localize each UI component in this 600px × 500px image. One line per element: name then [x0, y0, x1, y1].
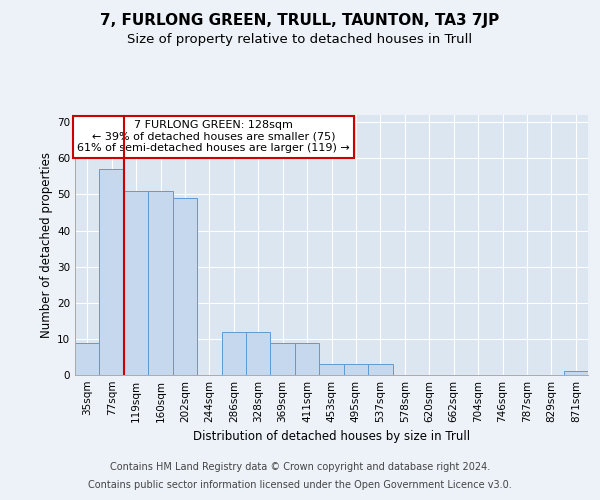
Bar [221, 332, 246, 375]
Text: 7, FURLONG GREEN, TRULL, TAUNTON, TA3 7JP: 7, FURLONG GREEN, TRULL, TAUNTON, TA3 7J… [100, 12, 500, 28]
Y-axis label: Number of detached properties: Number of detached properties [40, 152, 53, 338]
Bar [563, 372, 588, 375]
Text: Contains HM Land Registry data © Crown copyright and database right 2024.: Contains HM Land Registry data © Crown c… [110, 462, 490, 472]
Bar [344, 364, 368, 375]
Bar [75, 342, 100, 375]
Bar [124, 191, 148, 375]
Bar [271, 342, 295, 375]
Bar [319, 364, 344, 375]
Bar [368, 364, 392, 375]
Text: 7 FURLONG GREEN: 128sqm
← 39% of detached houses are smaller (75)
61% of semi-de: 7 FURLONG GREEN: 128sqm ← 39% of detache… [77, 120, 350, 154]
Bar [173, 198, 197, 375]
Bar [246, 332, 271, 375]
Bar [100, 169, 124, 375]
X-axis label: Distribution of detached houses by size in Trull: Distribution of detached houses by size … [193, 430, 470, 444]
Bar [295, 342, 319, 375]
Bar [148, 191, 173, 375]
Text: Size of property relative to detached houses in Trull: Size of property relative to detached ho… [127, 32, 473, 46]
Text: Contains public sector information licensed under the Open Government Licence v3: Contains public sector information licen… [88, 480, 512, 490]
